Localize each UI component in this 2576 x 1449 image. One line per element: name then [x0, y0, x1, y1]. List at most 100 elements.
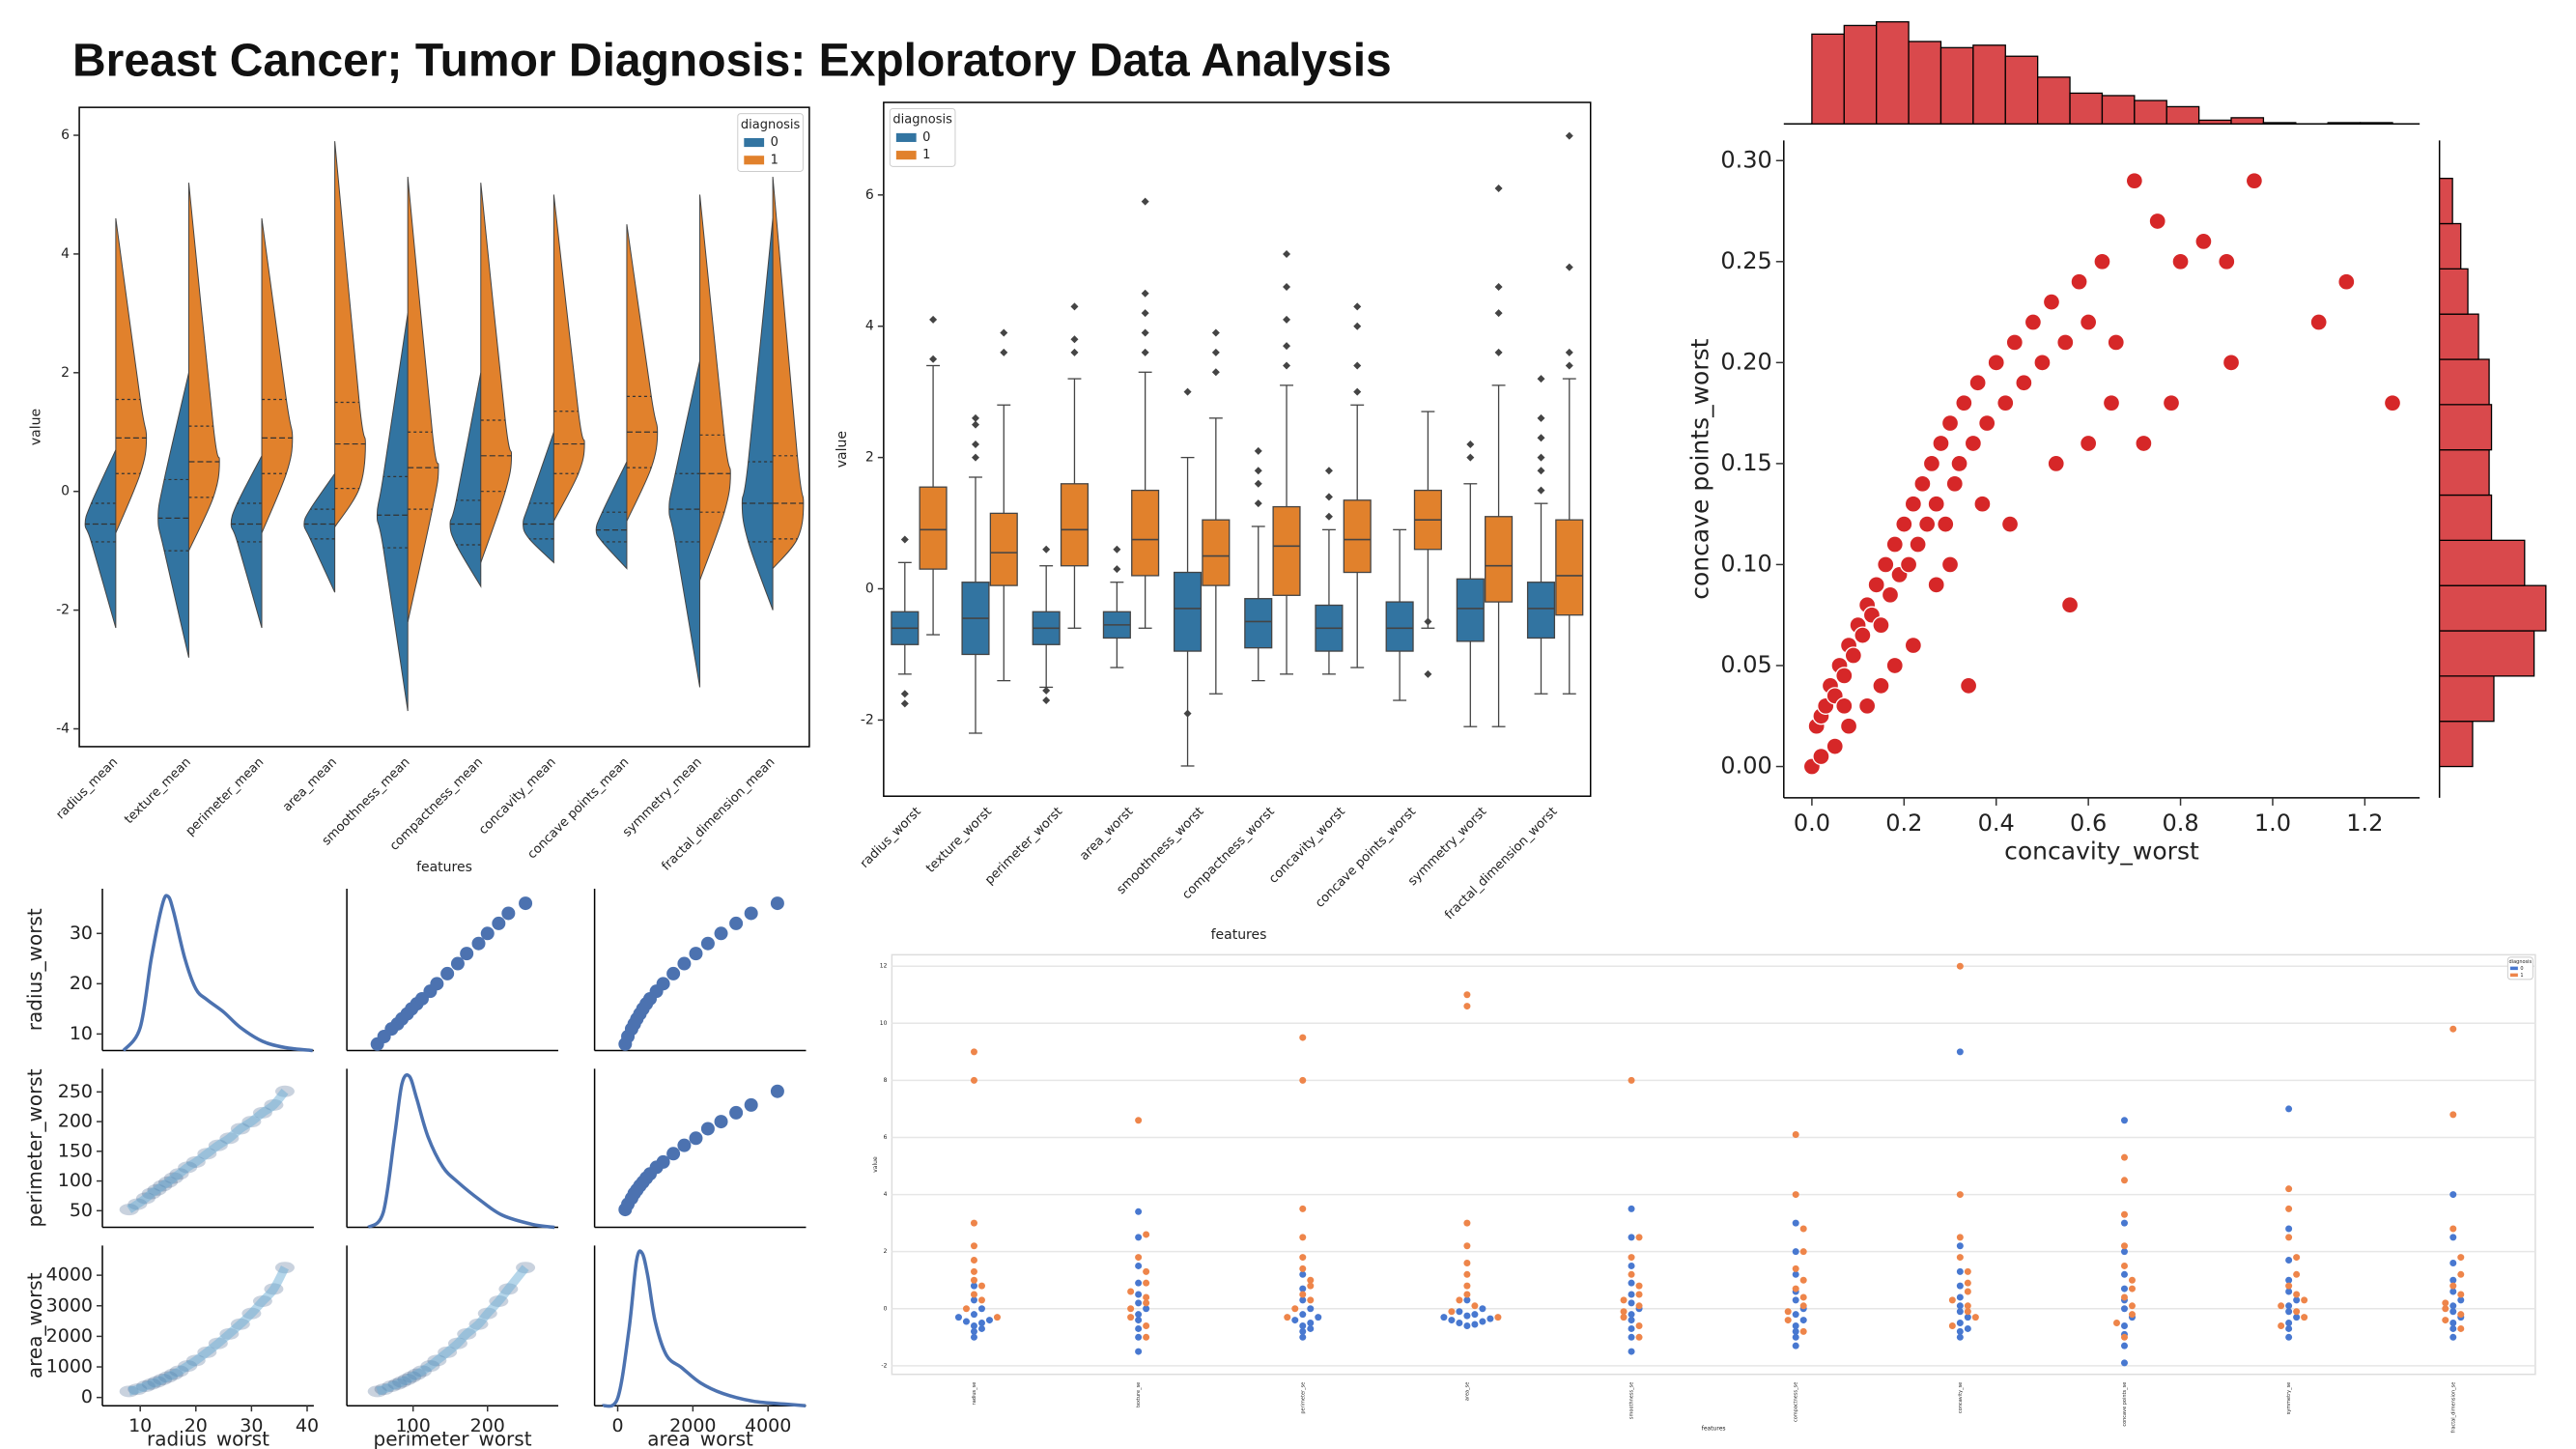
scatter-point — [677, 1138, 692, 1152]
outlier — [1211, 348, 1220, 356]
swarm-point — [1291, 1317, 1299, 1324]
swarm-point — [1799, 1327, 1807, 1335]
swarm-point — [2449, 1225, 2457, 1233]
scatter-point — [1909, 535, 1927, 554]
y-tick-label: 250 — [58, 1081, 93, 1102]
scatter-point — [1877, 555, 1895, 574]
swarm-point — [2285, 1185, 2293, 1193]
scatter-point — [460, 947, 474, 961]
swarm-point — [1971, 1314, 1979, 1321]
x-tick-label: 30 — [240, 1415, 263, 1436]
outlier — [1211, 368, 1220, 377]
swarm-point — [2285, 1105, 2293, 1113]
swarm-point — [1143, 1293, 1150, 1301]
scatter-point — [729, 1105, 744, 1120]
outlier — [1537, 486, 1545, 495]
swarm-point — [1628, 1262, 1635, 1269]
scatter-point — [2093, 252, 2111, 270]
swarm-point — [2449, 1320, 2457, 1327]
scatter-point — [1904, 495, 1923, 513]
swarm-point — [1792, 1191, 1799, 1199]
swarm-point — [2293, 1314, 2301, 1321]
outlier — [1424, 669, 1432, 678]
swarm-point — [1448, 1308, 1456, 1316]
box — [1060, 483, 1090, 567]
swarm-point — [2285, 1302, 2293, 1310]
swarm-point — [1620, 1308, 1628, 1316]
violin-half — [480, 183, 513, 563]
swarm-point — [1307, 1305, 1315, 1313]
swarm-point — [2457, 1311, 2465, 1319]
y-tick-label: 3000 — [46, 1294, 93, 1316]
swarm-point — [2285, 1288, 2293, 1295]
scatter-point — [689, 947, 703, 961]
density-contour — [127, 1265, 289, 1396]
swarm-point — [1628, 1348, 1635, 1355]
hist-bar — [2439, 178, 2453, 225]
scatter-point — [501, 906, 516, 921]
outlier — [1141, 348, 1149, 356]
x-axis-label: features — [1702, 1426, 1726, 1433]
scatter-point — [656, 977, 670, 991]
x-tick-label: 100 — [396, 1415, 431, 1436]
swarm-point — [970, 1333, 977, 1341]
x-tick-label: radius_worst — [858, 805, 924, 871]
scatter-point — [2033, 354, 2052, 372]
hist-bar — [1972, 44, 2006, 125]
x-tick-label: compactness_se — [1794, 1382, 1799, 1422]
swarm-point — [1456, 1296, 1463, 1304]
violin-half — [303, 471, 336, 593]
swarm-point — [1964, 1314, 1971, 1321]
outlier — [1254, 446, 1262, 455]
box — [1555, 519, 1584, 616]
outlier — [1283, 342, 1291, 351]
swarm-point — [977, 1324, 985, 1332]
swarm-point — [1463, 1321, 1471, 1329]
y-tick-label: 12 — [880, 963, 888, 970]
y-tick-label: 2000 — [46, 1325, 93, 1347]
swarm-point — [1456, 1308, 1463, 1316]
swarm-point — [2449, 1288, 2457, 1295]
x-tick-label: 0 — [611, 1415, 623, 1436]
violin-half — [449, 372, 482, 588]
swarm-point — [1635, 1333, 1643, 1341]
swarm-point — [1135, 1317, 1143, 1324]
swarm-point — [2449, 1025, 2457, 1033]
hist-bar — [2439, 358, 2490, 406]
y-tick-label: 4 — [865, 319, 874, 334]
y-tick-label: 8 — [884, 1077, 888, 1084]
scatter-point — [1899, 555, 1918, 574]
swarm-point — [1784, 1317, 1792, 1324]
swarm-point — [2285, 1225, 2293, 1233]
swarm-point — [1792, 1270, 1799, 1278]
x-tick-label: concavity_mean — [476, 755, 559, 838]
swarm-point — [970, 1291, 977, 1298]
box — [1202, 519, 1231, 586]
swarm-point — [2457, 1296, 2465, 1304]
swarm-point — [1135, 1208, 1143, 1215]
outlier — [1353, 322, 1362, 330]
swarm-point — [2457, 1291, 2465, 1298]
x-axis-label: perimeter_worst — [374, 1428, 532, 1449]
swarm-point — [2120, 1262, 2128, 1269]
violin-half — [84, 449, 117, 629]
swarm-point — [1299, 1311, 1307, 1319]
scatter-point — [744, 1097, 758, 1112]
swarm-point — [1956, 1242, 1964, 1250]
swarm-point — [1956, 962, 1964, 970]
swarm-point — [1799, 1248, 1807, 1256]
scatter-point — [430, 977, 444, 991]
scatter-point — [2079, 434, 2098, 453]
y-tick-label: 6 — [61, 128, 70, 143]
swarm-point — [1956, 1191, 1964, 1199]
swarm-point — [2293, 1308, 2301, 1316]
outlier — [1283, 315, 1291, 324]
y-tick-label: 0.15 — [1720, 449, 1771, 476]
scatter-point — [2015, 374, 2033, 392]
outlier — [1000, 348, 1008, 356]
y-tick-label: 4000 — [46, 1264, 93, 1286]
swarm-point — [1440, 1314, 1448, 1321]
outlier — [1283, 249, 1291, 258]
legend-label: 1 — [771, 153, 778, 167]
outlier — [929, 355, 938, 363]
